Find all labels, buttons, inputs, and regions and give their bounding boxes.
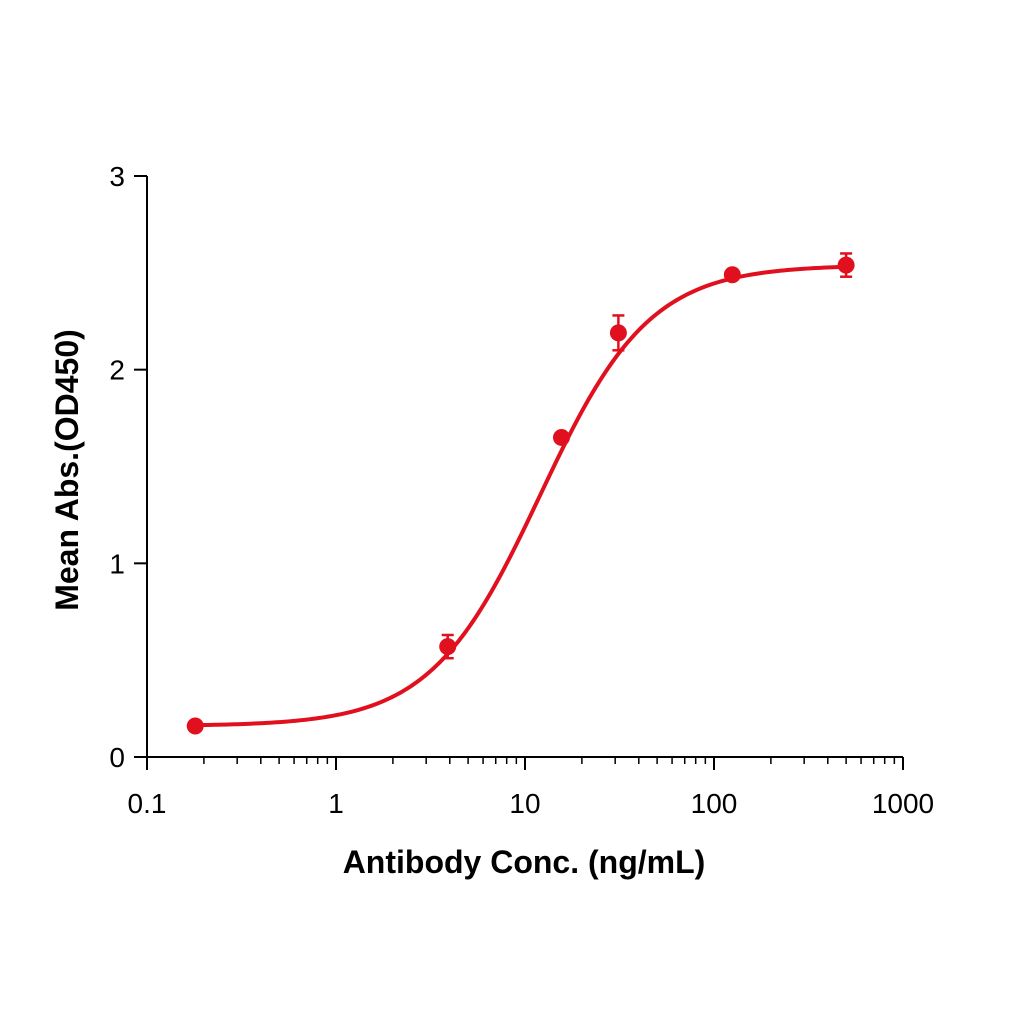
y-tick-label: 3 [109, 161, 125, 192]
data-point [186, 717, 204, 735]
y-axis-title: Mean Abs.(OD450) [49, 329, 85, 611]
y-tick-label: 0 [109, 742, 125, 773]
y-tick-label: 1 [109, 548, 125, 579]
x-tick-label: 10 [509, 788, 540, 819]
data-point-group [186, 717, 204, 735]
x-axis-title: Antibody Conc. (ng/mL) [343, 844, 706, 880]
x-tick-label: 1 [328, 788, 344, 819]
data-point-group [723, 266, 741, 284]
data-point [723, 266, 741, 284]
x-tick-label: 0.1 [128, 788, 167, 819]
x-tick-label: 1000 [872, 788, 934, 819]
data-point [609, 324, 627, 342]
y-ticks: 0 1 2 3 [109, 161, 147, 773]
data-points [186, 252, 855, 735]
data-point [837, 256, 855, 274]
y-tick-label: 2 [109, 355, 125, 386]
data-point-group [439, 633, 457, 660]
data-point-group [837, 252, 855, 278]
x-ticks: 0.1 1 10 100 1000 [128, 757, 934, 819]
data-point [439, 638, 457, 656]
data-point-group [609, 314, 627, 352]
x-tick-label: 100 [691, 788, 738, 819]
axes [146, 176, 903, 758]
data-point-group [553, 428, 571, 446]
data-point [553, 428, 571, 446]
fit-curve [195, 264, 847, 728]
